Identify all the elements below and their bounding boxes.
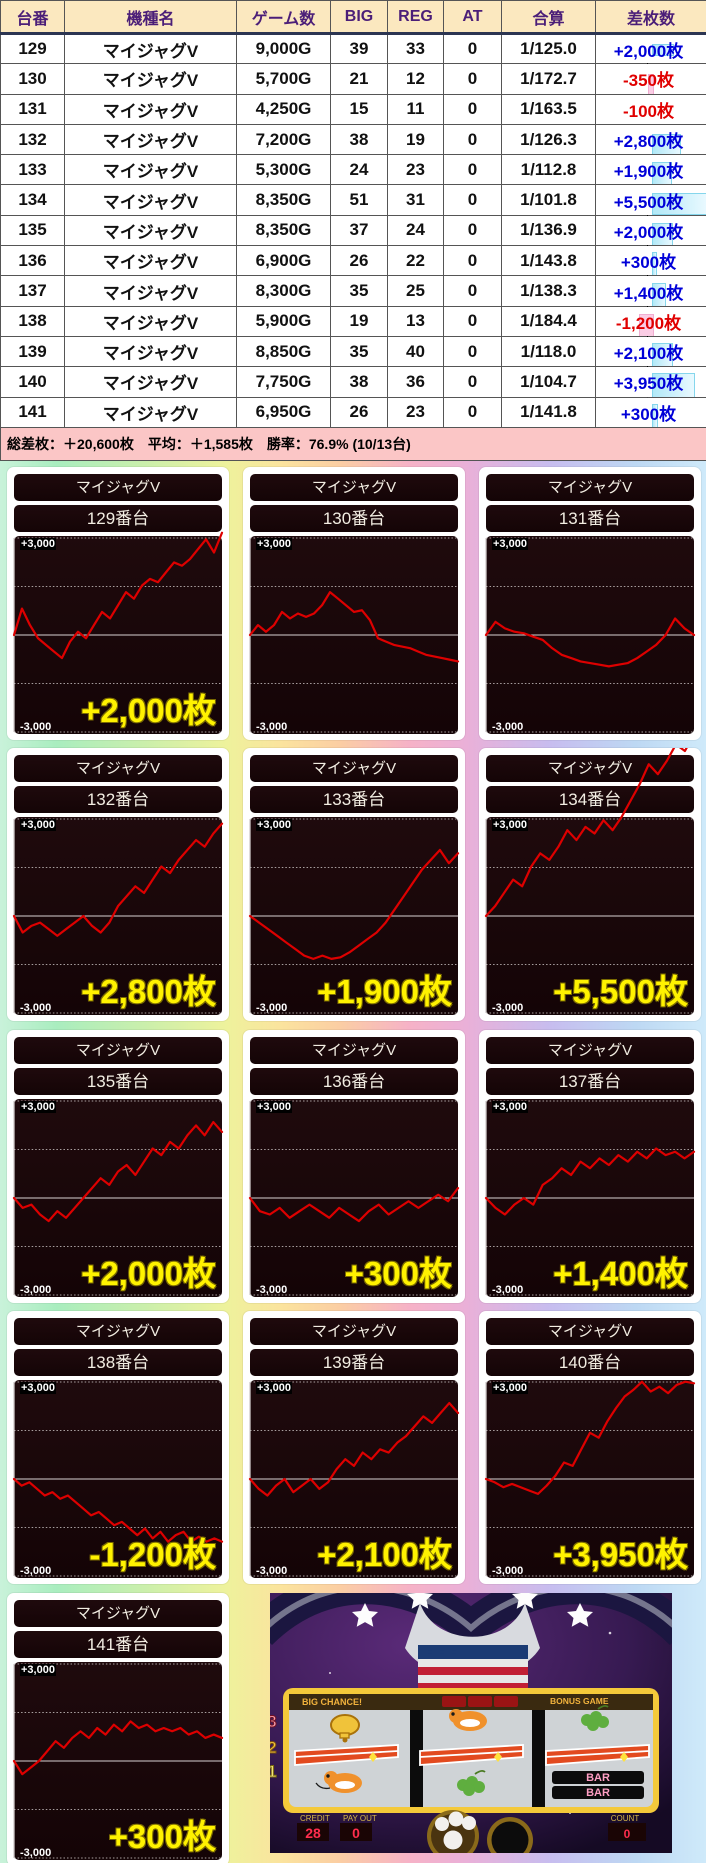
svg-text:COUNT: COUNT — [611, 1814, 640, 1823]
svg-text:28: 28 — [305, 1825, 321, 1841]
svg-text:0: 0 — [352, 1825, 360, 1841]
svg-text:BONUS GAME: BONUS GAME — [550, 1696, 609, 1706]
svg-text:BAR: BAR — [586, 1772, 610, 1784]
svg-text:CREDIT: CREDIT — [300, 1814, 330, 1823]
svg-text:1: 1 — [270, 1762, 277, 1781]
svg-text:BAR: BAR — [586, 1787, 610, 1799]
svg-text:2: 2 — [270, 1738, 277, 1757]
svg-text:3: 3 — [270, 1712, 277, 1731]
svg-text:PAY OUT: PAY OUT — [343, 1814, 377, 1823]
svg-text:0: 0 — [624, 1827, 631, 1841]
svg-text:BIG CHANCE!: BIG CHANCE! — [302, 1697, 362, 1707]
